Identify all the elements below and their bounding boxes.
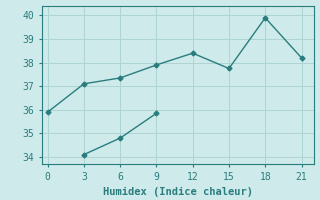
- X-axis label: Humidex (Indice chaleur): Humidex (Indice chaleur): [103, 187, 252, 197]
